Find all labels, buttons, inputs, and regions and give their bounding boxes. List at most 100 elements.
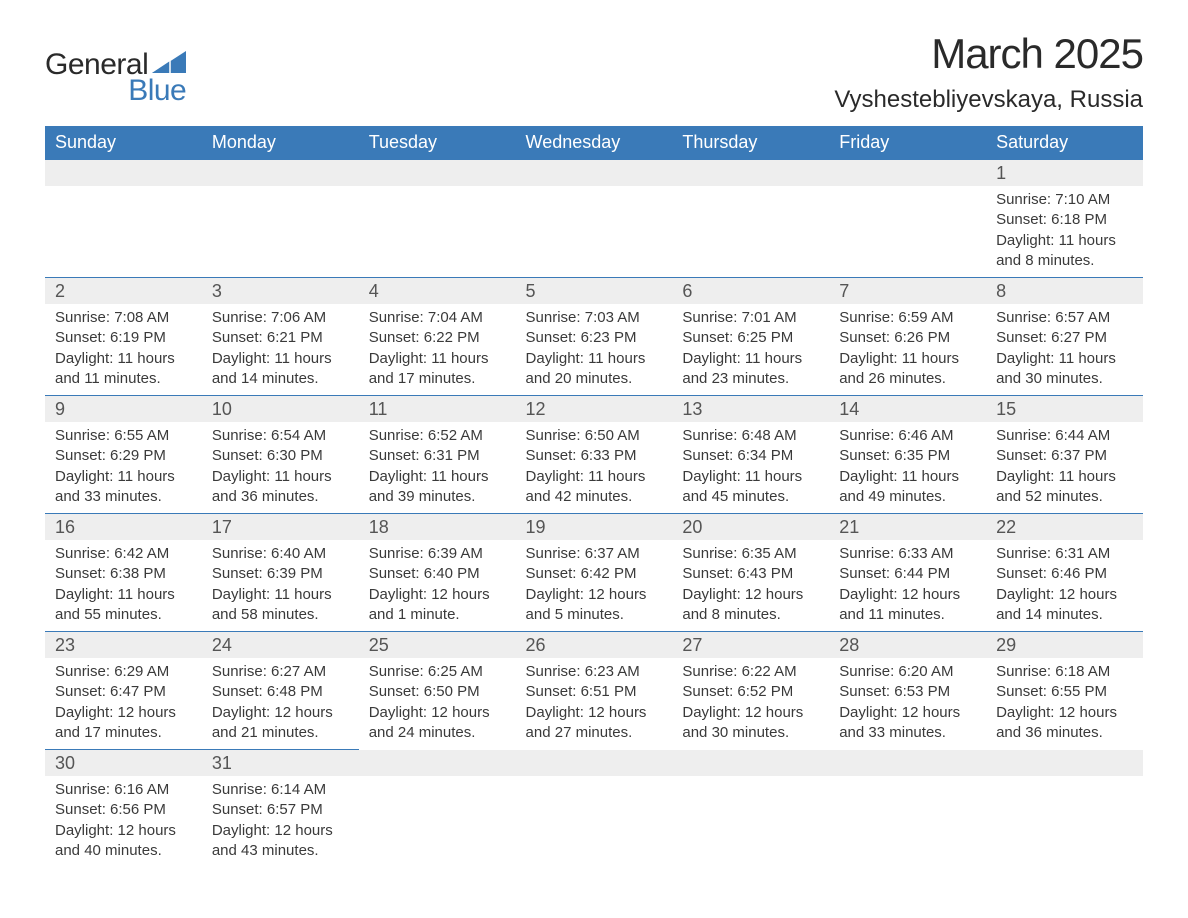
day-body: Sunrise: 6:57 AMSunset: 6:27 PMDaylight:… [986,304,1143,395]
day-body [516,186,673,262]
calendar-day-cell: 18Sunrise: 6:39 AMSunset: 6:40 PMDayligh… [359,514,516,632]
sunset-line: Sunset: 6:50 PM [369,682,506,702]
daylight-line: Daylight: 12 hours and 43 minutes. [212,821,349,862]
day-body: Sunrise: 6:40 AMSunset: 6:39 PMDaylight:… [202,540,359,631]
sunset-line: Sunset: 6:56 PM [55,800,192,820]
sunset-value: 6:30 PM [267,447,323,464]
sunrise-value: 7:04 AM [428,309,483,326]
day-body: Sunrise: 6:52 AMSunset: 6:31 PMDaylight:… [359,422,516,513]
sunset-value: 6:48 PM [267,683,323,700]
sunrise-value: 6:37 AM [585,545,640,562]
sunset-line: Sunset: 6:35 PM [839,446,976,466]
sunset-line: Sunset: 6:29 PM [55,446,192,466]
sunset-value: 6:46 PM [1051,565,1107,582]
day-body: Sunrise: 6:59 AMSunset: 6:26 PMDaylight:… [829,304,986,395]
daylight-label: Daylight: [369,468,432,485]
day-number [986,750,1143,776]
daylight-line: Daylight: 12 hours and 14 minutes. [996,585,1133,626]
sunrise-line: Sunrise: 7:01 AM [682,308,819,328]
sunset-label: Sunset: [996,329,1051,346]
sunrise-line: Sunrise: 6:59 AM [839,308,976,328]
day-body: Sunrise: 6:35 AMSunset: 6:43 PMDaylight:… [672,540,829,631]
calendar-day-cell: 25Sunrise: 6:25 AMSunset: 6:50 PMDayligh… [359,632,516,750]
sunrise-line: Sunrise: 6:48 AM [682,426,819,446]
sunset-value: 6:57 PM [267,801,323,818]
daylight-label: Daylight: [526,704,589,721]
calendar-day-cell: 4Sunrise: 7:04 AMSunset: 6:22 PMDaylight… [359,278,516,396]
sunrise-line: Sunrise: 6:52 AM [369,426,506,446]
sunrise-label: Sunrise: [996,191,1055,208]
sunset-line: Sunset: 6:48 PM [212,682,349,702]
calendar-day-cell: 26Sunrise: 6:23 AMSunset: 6:51 PMDayligh… [516,632,673,750]
calendar-week-row: 16 Sunrise: 6:42 AM Sunset: 6:38 PM Dayligh… [45,514,1143,632]
brand-logo: General Blue [45,48,186,108]
day-body: Sunrise: 6:18 AMSunset: 6:55 PMDaylight:… [986,658,1143,749]
day-body: Sunrise: 6:29 AMSunset: 6:47 PMDaylight:… [45,658,202,749]
sunrise-line: Sunrise: 6:57 AM [996,308,1133,328]
daylight-line: Daylight: 11 hours and 26 minutes. [839,349,976,390]
sunrise-label: Sunrise: [212,545,271,562]
calendar-day-cell [202,160,359,278]
day-number: 2 [45,278,202,304]
day-number: 22 [986,514,1143,540]
day-body: Sunrise: 6:39 AMSunset: 6:40 PMDaylight:… [359,540,516,631]
sunset-value: 6:23 PM [581,329,637,346]
calendar-week-row: 23Sunrise: 6:29 AMSunset: 6:47 PMDayligh… [45,632,1143,750]
sunset-label: Sunset: [526,565,581,582]
day-number [672,160,829,186]
calendar-day-cell [672,750,829,868]
sunset-line: Sunset: 6:38 PM [55,564,192,584]
sunrise-label: Sunrise: [526,545,585,562]
daylight-line: Daylight: 11 hours and 8 minutes. [996,231,1133,272]
daylight-line: Daylight: 11 hours and 42 minutes. [526,467,663,508]
sunrise-label: Sunrise: [996,309,1055,326]
weekday-header: Friday [829,126,986,160]
sunset-value: 6:34 PM [737,447,793,464]
day-number: 19 [516,514,673,540]
sunset-line: Sunset: 6:30 PM [212,446,349,466]
sunrise-line: Sunrise: 6:31 AM [996,544,1133,564]
sunrise-line: Sunrise: 6:29 AM [55,662,192,682]
sunset-value: 6:29 PM [110,447,166,464]
day-number [829,750,986,776]
sunrise-value: 6:42 AM [114,545,169,562]
daylight-label: Daylight: [526,350,589,367]
sunset-line: Sunset: 6:53 PM [839,682,976,702]
sunset-value: 6:53 PM [894,683,950,700]
sunset-line: Sunset: 6:26 PM [839,328,976,348]
sunset-label: Sunset: [212,565,267,582]
day-body: Sunrise: 6:50 AMSunset: 6:33 PMDaylight:… [516,422,673,513]
calendar-day-cell: 13Sunrise: 6:48 AMSunset: 6:34 PMDayligh… [672,396,829,514]
weekday-header: Sunday [45,126,202,160]
sunrise-line: Sunrise: 6:18 AM [996,662,1133,682]
sunrise-label: Sunrise: [369,545,428,562]
sunrise-value: 6:50 AM [585,427,640,444]
calendar-day-cell: 19Sunrise: 6:37 AMSunset: 6:42 PMDayligh… [516,514,673,632]
sunset-line: Sunset: 6:55 PM [996,682,1133,702]
calendar-day-cell: 20Sunrise: 6:35 AMSunset: 6:43 PMDayligh… [672,514,829,632]
day-number: 3 [202,278,359,304]
calendar-week-row: 1Sunrise: 7:10 AMSunset: 6:18 PMDaylight… [45,160,1143,278]
calendar-day-cell: 29Sunrise: 6:18 AMSunset: 6:55 PMDayligh… [986,632,1143,750]
day-body: Sunrise: 6:42 AMSunset: 6:38 PMDaylight:… [45,540,202,631]
day-body: Sunrise: 7:08 AMSunset: 6:19 PMDaylight:… [45,304,202,395]
calendar-day-cell: 5Sunrise: 7:03 AMSunset: 6:23 PMDaylight… [516,278,673,396]
daylight-label: Daylight: [526,586,589,603]
calendar-day-cell [516,160,673,278]
sunrise-value: 6:59 AM [898,309,953,326]
day-body: Sunrise: 6:20 AMSunset: 6:53 PMDaylight:… [829,658,986,749]
calendar-day-cell: 10Sunrise: 6:54 AMSunset: 6:30 PMDayligh… [202,396,359,514]
day-number [672,750,829,776]
daylight-line: Daylight: 11 hours and 30 minutes. [996,349,1133,390]
daylight-label: Daylight: [55,704,118,721]
daylight-label: Daylight: [55,350,118,367]
sunrise-line: Sunrise: 6:27 AM [212,662,349,682]
sunrise-value: 6:48 AM [742,427,797,444]
sunrise-value: 6:57 AM [1055,309,1110,326]
daylight-label: Daylight: [55,822,118,839]
day-number: 16 [45,514,202,540]
sunset-value: 6:37 PM [1051,447,1107,464]
weekday-header: Tuesday [359,126,516,160]
sunset-value: 6:50 PM [424,683,480,700]
sunset-label: Sunset: [526,683,581,700]
